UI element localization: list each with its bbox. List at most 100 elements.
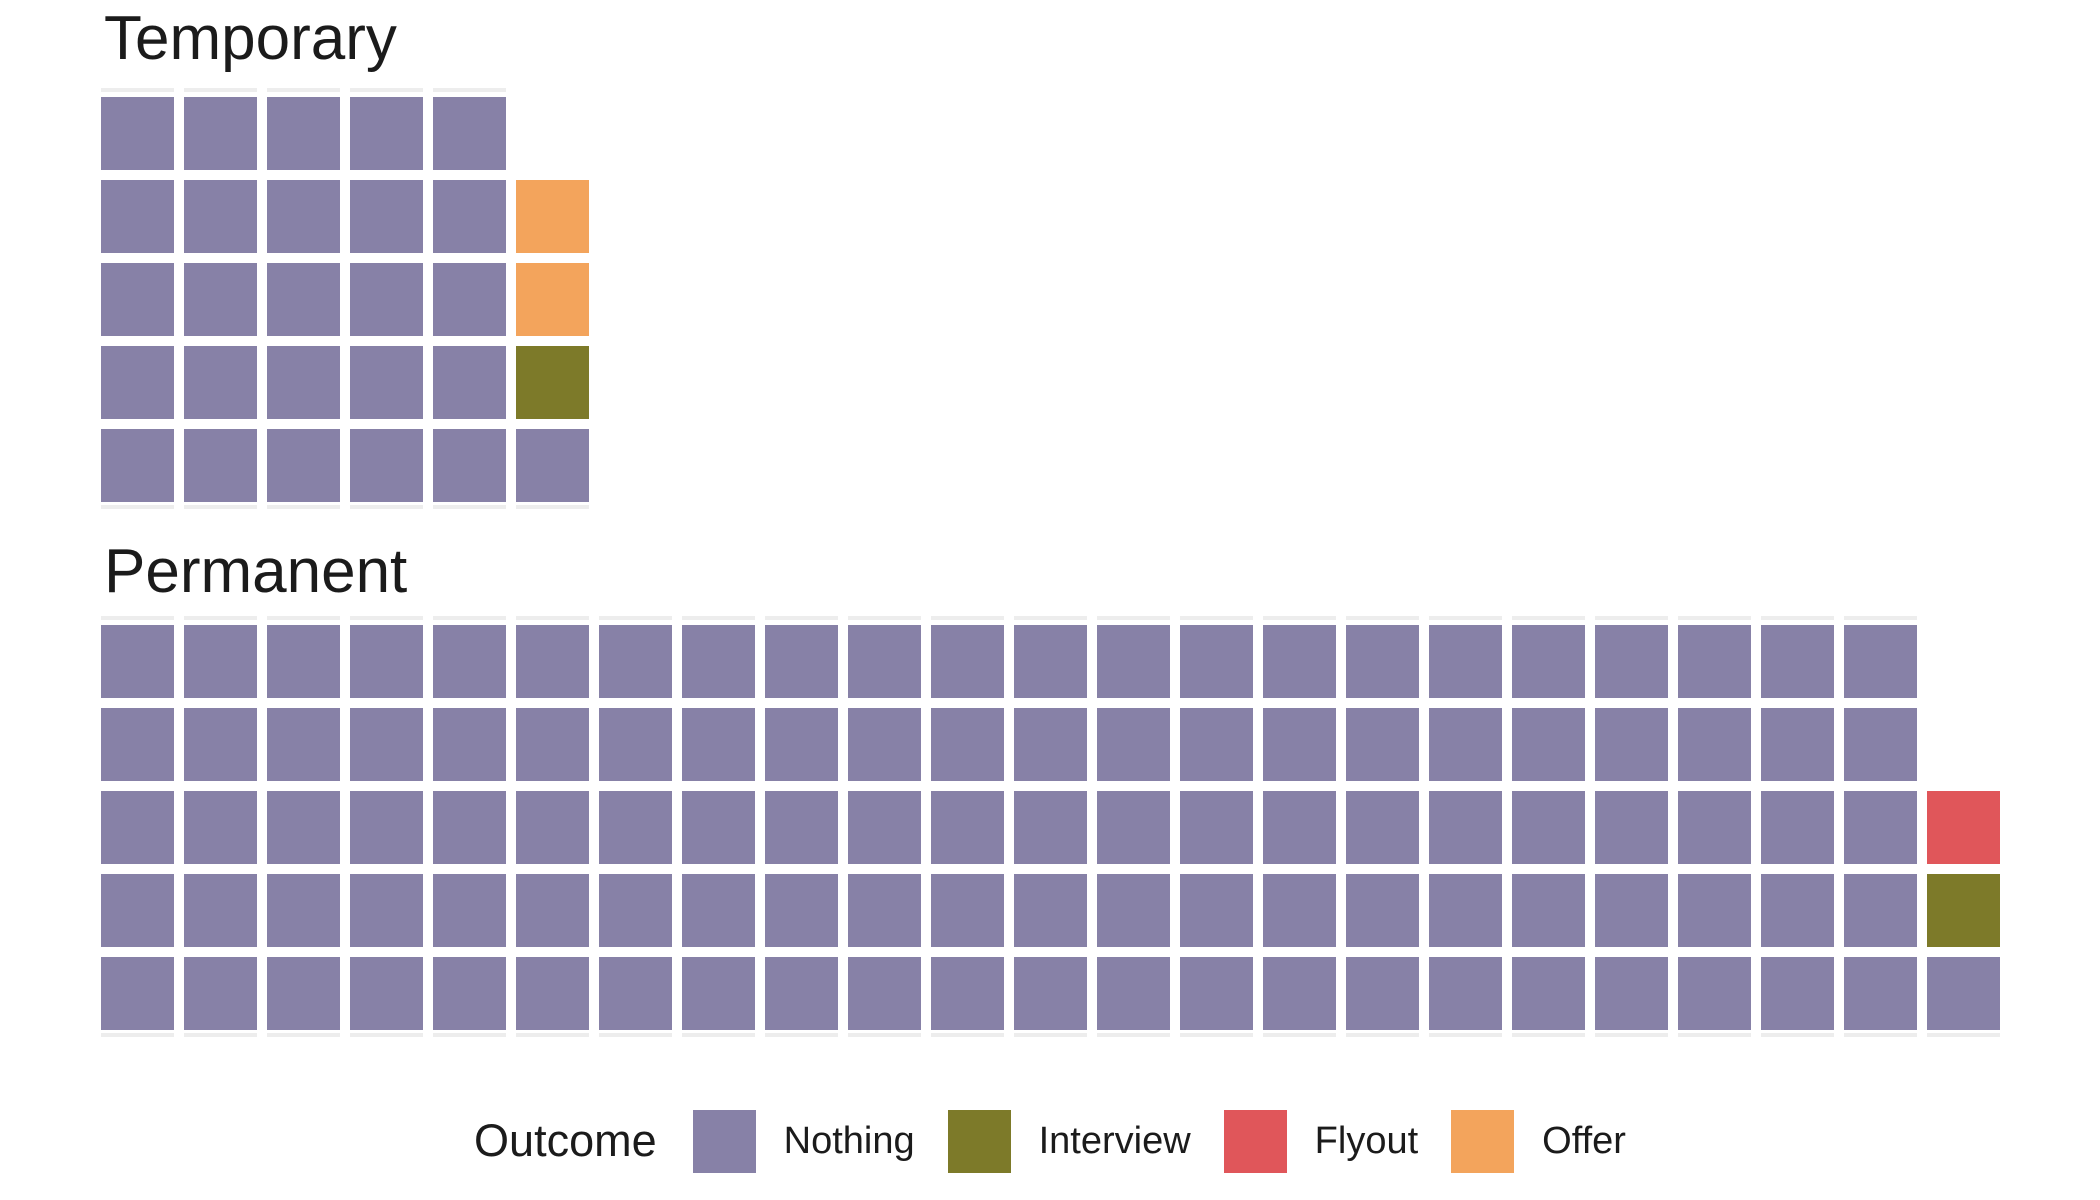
waffle-square-nothing xyxy=(1678,957,1751,1030)
panel-title-temporary: Temporary xyxy=(104,4,397,73)
waffle-square-nothing xyxy=(184,874,257,947)
waffle-square-nothing xyxy=(1678,791,1751,864)
waffle-square-nothing xyxy=(599,625,672,698)
clipped-square-hint xyxy=(184,505,257,509)
clipped-square-hint xyxy=(101,88,174,92)
waffle-square-nothing xyxy=(184,180,257,253)
waffle-square-nothing xyxy=(1927,957,2000,1030)
waffle-square-nothing xyxy=(267,625,340,698)
waffle-square-nothing xyxy=(433,874,506,947)
waffle-square-nothing xyxy=(848,957,921,1030)
clipped-square-hint xyxy=(267,88,340,92)
waffle-square-nothing xyxy=(1014,791,1087,864)
clipped-square-hint xyxy=(1761,1033,1834,1037)
clipped-square-hint xyxy=(765,616,838,620)
waffle-square-nothing xyxy=(184,97,257,170)
waffle-square-nothing xyxy=(599,957,672,1030)
waffle-square-nothing xyxy=(350,180,423,253)
waffle-square-nothing xyxy=(765,957,838,1030)
clipped-square-hint xyxy=(101,505,174,509)
waffle-square-nothing xyxy=(267,791,340,864)
waffle-square-nothing xyxy=(267,180,340,253)
waffle-square-nothing xyxy=(101,180,174,253)
legend-swatch-nothing xyxy=(692,1109,756,1173)
waffle-square-nothing xyxy=(682,874,755,947)
waffle-square-nothing xyxy=(267,263,340,336)
waffle-square-nothing xyxy=(350,97,423,170)
waffle-square-nothing xyxy=(433,708,506,781)
clipped-square-hint xyxy=(682,1033,755,1037)
waffle-square-nothing xyxy=(1678,874,1751,947)
clipped-square-hint xyxy=(433,505,506,509)
waffle-square-nothing xyxy=(1180,625,1253,698)
legend-title: Outcome xyxy=(474,1115,657,1166)
waffle-square-nothing xyxy=(101,791,174,864)
waffle-square-nothing xyxy=(1429,708,1502,781)
waffle-square-nothing xyxy=(184,429,257,502)
waffle-square-nothing xyxy=(433,625,506,698)
clipped-square-hint xyxy=(1678,616,1751,620)
waffle-square-nothing xyxy=(682,625,755,698)
waffle-square-nothing xyxy=(1097,625,1170,698)
clipped-square-hint xyxy=(1014,616,1087,620)
waffle-square-nothing xyxy=(1595,791,1668,864)
waffle-square-nothing xyxy=(1180,791,1253,864)
waffle-square-nothing xyxy=(1761,957,1834,1030)
legend-swatch-interview xyxy=(947,1109,1011,1173)
waffle-square-nothing xyxy=(101,625,174,698)
clipped-square-hint xyxy=(848,1033,921,1037)
waffle-square-nothing xyxy=(931,791,1004,864)
waffle-square-nothing xyxy=(350,874,423,947)
clipped-square-hint xyxy=(1180,1033,1253,1037)
waffle-square-interview xyxy=(1927,874,2000,947)
waffle-square-nothing xyxy=(1346,708,1419,781)
waffle-square-nothing xyxy=(433,957,506,1030)
waffle-square-nothing xyxy=(184,957,257,1030)
waffle-square-nothing xyxy=(1512,708,1585,781)
waffle-square-nothing xyxy=(1263,791,1336,864)
waffle-square-nothing xyxy=(1097,791,1170,864)
waffle-square-nothing xyxy=(1844,625,1917,698)
waffle-square-nothing xyxy=(1346,957,1419,1030)
waffle-square-nothing xyxy=(931,874,1004,947)
clipped-square-hint xyxy=(350,505,423,509)
waffle-square-nothing xyxy=(682,791,755,864)
waffle-square-nothing xyxy=(1346,874,1419,947)
legend-item-flyout: Flyout xyxy=(1223,1109,1418,1173)
clipped-square-hint xyxy=(433,88,506,92)
waffle-square-nothing xyxy=(101,263,174,336)
clipped-square-hint xyxy=(433,616,506,620)
clipped-square-hint xyxy=(267,1033,340,1037)
clipped-square-hint xyxy=(267,616,340,620)
waffle-square-nothing xyxy=(848,874,921,947)
waffle-square-nothing xyxy=(1512,625,1585,698)
waffle-square-nothing xyxy=(1595,708,1668,781)
waffle-square-nothing xyxy=(267,346,340,419)
waffle-square-nothing xyxy=(516,791,589,864)
waffle-square-nothing xyxy=(682,957,755,1030)
waffle-square-nothing xyxy=(931,708,1004,781)
waffle-square-nothing xyxy=(267,957,340,1030)
clipped-square-hint xyxy=(931,616,1004,620)
clipped-square-hint xyxy=(516,616,589,620)
clipped-square-hint xyxy=(1263,1033,1336,1037)
clipped-square-hint xyxy=(516,1033,589,1037)
waffle-square-nothing xyxy=(1761,791,1834,864)
waffle-square-nothing xyxy=(350,957,423,1030)
waffle-square-nothing xyxy=(1014,708,1087,781)
clipped-square-hint xyxy=(1844,1033,1917,1037)
clipped-square-hint xyxy=(101,616,174,620)
waffle-square-nothing xyxy=(516,625,589,698)
clipped-square-hint xyxy=(931,1033,1004,1037)
waffle-square-nothing xyxy=(101,429,174,502)
waffle-square-nothing xyxy=(1097,957,1170,1030)
waffle-square-nothing xyxy=(267,97,340,170)
waffle-square-nothing xyxy=(1595,874,1668,947)
waffle-square-nothing xyxy=(1512,957,1585,1030)
waffle-square-nothing xyxy=(599,791,672,864)
legend-item-nothing: Nothing xyxy=(692,1109,915,1173)
clipped-square-hint xyxy=(1097,616,1170,620)
waffle-square-nothing xyxy=(599,708,672,781)
waffle-square-nothing xyxy=(1429,874,1502,947)
